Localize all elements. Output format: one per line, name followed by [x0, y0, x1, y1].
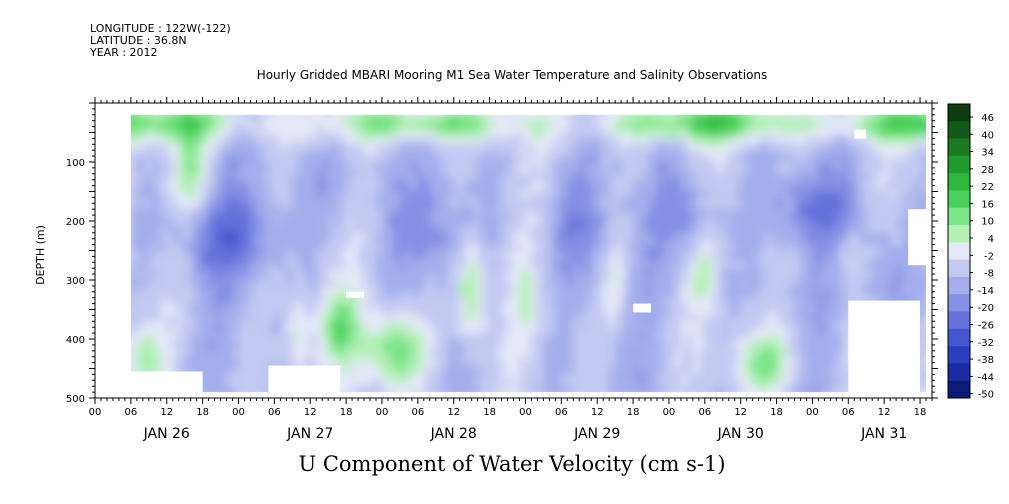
x-hour-tick-label: 00	[663, 407, 676, 418]
colorbar-swatch	[948, 155, 970, 174]
colorbar-swatch	[948, 121, 970, 139]
y-axis-label: DEPTH (m)	[34, 225, 47, 285]
colorbar-label: 16	[981, 199, 994, 210]
x-hour-tick-label: 18	[340, 407, 353, 418]
y-tick-label: 500	[66, 394, 85, 405]
colorbar-label: -38	[978, 355, 994, 366]
colorbar-swatch	[948, 207, 970, 226]
colorbar-label: -44	[978, 372, 994, 383]
chart-title: Hourly Gridded MBARI Mooring M1 Sea Wate…	[256, 68, 768, 82]
x-hour-tick-label: 12	[734, 407, 747, 418]
colorbar-label: 28	[981, 165, 994, 176]
y-tick-label: 100	[66, 158, 85, 169]
colorbar-swatch	[948, 311, 970, 330]
x-hour-tick-label: 06	[411, 407, 424, 418]
missing-data-block	[268, 365, 341, 393]
colorbar-label: 34	[981, 148, 994, 159]
x-hour-tick-label: 06	[555, 407, 568, 418]
missing-data-block	[130, 371, 203, 393]
colorbar-label: 46	[981, 113, 994, 124]
colorbar-label: -50	[978, 390, 994, 401]
x-hour-tick-label: 06	[268, 407, 281, 418]
colorbar-swatch	[948, 173, 970, 191]
x-hour-tick-label: 06	[842, 407, 855, 418]
colorbar-frame	[947, 103, 971, 399]
colorbar-label: -32	[978, 338, 994, 349]
colorbar-label: 4	[988, 234, 994, 245]
colorbar-swatch	[948, 346, 970, 364]
missing-data-block	[908, 209, 927, 266]
colorbar-swatch	[948, 104, 970, 122]
colorbar-swatch	[948, 138, 970, 157]
colorbar-swatch	[948, 259, 970, 278]
latitude-label: LATITUDE : 36.8N	[90, 34, 187, 47]
x-hour-tick-label: 12	[447, 407, 460, 418]
y-tick-label: 400	[66, 335, 85, 346]
metadata-block: LONGITUDE : 122W(-122) LATITUDE : 36.8N …	[90, 23, 231, 59]
x-hour-tick-label: 00	[806, 407, 819, 418]
axes: 00 06 12 18 00 06 12 18 00 06 12 18 00 06 12 18 00 06 12 18…	[66, 97, 938, 442]
colorbar-swatch	[948, 328, 970, 347]
x-hour-tick-label: 06	[698, 407, 711, 418]
x-hour-tick-label: 12	[304, 407, 317, 418]
colorbar-label: -26	[978, 321, 994, 332]
colorbar-label: -20	[978, 303, 994, 314]
missing-data-regions	[130, 129, 927, 393]
colorbar-swatch	[948, 380, 970, 399]
y-tick-label: 300	[66, 276, 85, 287]
x-hour-tick-label: 18	[483, 407, 496, 418]
colorbar-label: -14	[978, 286, 994, 297]
x-day-label: JAN 30	[717, 426, 764, 442]
missing-data-block	[854, 129, 867, 139]
variable-title: U Component of Water Velocity (cm s-1)	[298, 452, 726, 476]
colorbar-label: 40	[981, 130, 994, 141]
missing-data-block	[346, 291, 365, 298]
longitude-label: LONGITUDE : 122W(-122)	[90, 22, 231, 35]
x-day-label: JAN 26	[143, 426, 190, 442]
x-hour-tick-label: 00	[376, 407, 389, 418]
colorbar-label: 22	[981, 182, 994, 193]
velocity-field	[130, 114, 927, 393]
colorbar: 46 40 34 28 22 16 10 4 -2 -8 -14 -20 -26 -32 -38 -44 -50	[947, 103, 994, 401]
colorbar-swatch	[948, 276, 970, 295]
x-hour-tick-label: 12	[878, 407, 891, 418]
x-hour-tick-label: 12	[160, 407, 173, 418]
colorbar-swatch	[948, 190, 970, 209]
x-hour-tick-label: 06	[125, 407, 138, 418]
x-hour-tick-label: 18	[196, 407, 209, 418]
x-day-label: JAN 27	[286, 426, 333, 442]
missing-data-block	[633, 303, 652, 313]
colorbar-swatch	[948, 363, 970, 382]
colorbar-swatch	[948, 225, 970, 243]
x-hour-tick-label: 00	[232, 407, 245, 418]
x-hour-tick-label: 12	[591, 407, 604, 418]
x-hour-tick-label: 18	[770, 407, 783, 418]
colorbar-swatch	[948, 294, 970, 312]
x-day-label: JAN 28	[430, 426, 477, 442]
year-label: YEAR : 2012	[90, 46, 158, 59]
x-hour-tick-label: 00	[519, 407, 532, 418]
missing-data-block	[848, 300, 921, 393]
colorbar-label: 10	[981, 217, 994, 228]
x-hour-tick-label: 18	[627, 407, 640, 418]
y-tick-label: 200	[66, 217, 85, 228]
x-day-label: JAN 31	[860, 426, 907, 442]
colorbar-label: -8	[984, 269, 994, 280]
x-hour-tick-label: 00	[89, 407, 102, 418]
x-hour-tick-label: 18	[914, 407, 927, 418]
colorbar-swatch	[948, 242, 970, 260]
colorbar-label: -2	[984, 251, 994, 262]
x-day-label: JAN 29	[573, 426, 620, 442]
